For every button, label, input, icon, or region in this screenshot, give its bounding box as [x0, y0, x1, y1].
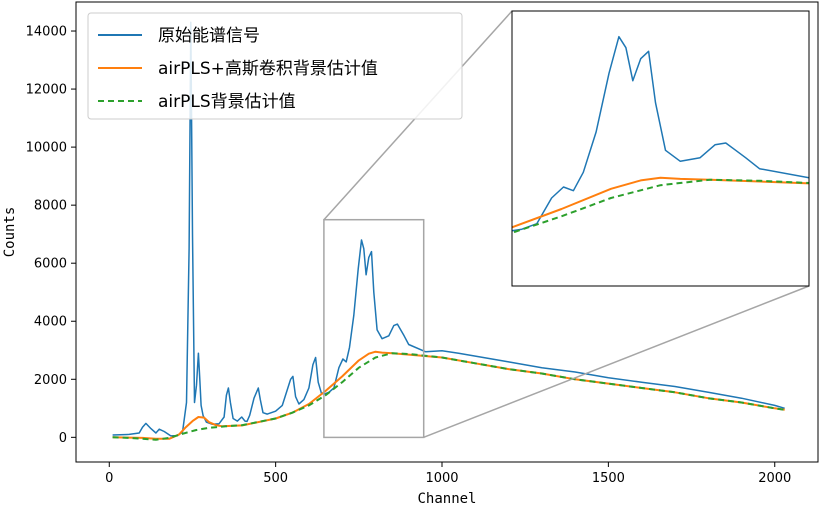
inset-background: [512, 11, 809, 286]
inset-series-line-gauss-background: [512, 176, 809, 229]
series-line-airpls-background: [112, 352, 785, 441]
y-axis-label: Counts: [2, 207, 18, 258]
series-line-raw-signal: [112, 21, 785, 437]
main-plot-frame: [75, 1, 819, 463]
x-tick-label: 0: [105, 471, 113, 486]
legend: 原始能谱信号 airPLS+高斯卷积背景估计值 airPLS背景估计值: [87, 12, 463, 120]
x-axis-label: Channel: [417, 491, 476, 507]
y-tick-label: 2000: [34, 373, 67, 388]
inset-series-line-raw-signal: [512, 35, 809, 232]
y-tick-label: 4000: [34, 315, 67, 330]
y-tick-label: 10000: [26, 141, 67, 156]
legend-label-gauss-bg: airPLS+高斯卷积背景估计值: [158, 59, 378, 79]
legend-frame: [87, 12, 463, 120]
y-axis-ticks: 0 2000 4000 6000 8000 10000 12000 14000: [26, 25, 76, 446]
y-tick-label: 6000: [34, 257, 67, 272]
legend-label-raw: 原始能谱信号: [158, 26, 260, 46]
x-tick-label: 2000: [758, 471, 791, 486]
zoom-connector-bottom: [423, 285, 810, 438]
zoom-source-box: [323, 218, 425, 439]
series-line-gauss-background: [112, 350, 785, 440]
inset-series-line-airpls-background: [512, 178, 809, 234]
inset-zoom-plot: [511, 10, 810, 287]
y-tick-label: 8000: [34, 199, 67, 214]
inset-frame: [511, 10, 810, 287]
x-tick-label: 1000: [425, 471, 458, 486]
legend-label-airpls-bg: airPLS背景估计值: [158, 92, 296, 112]
x-tick-label: 1500: [592, 471, 625, 486]
y-tick-label: 14000: [26, 25, 67, 40]
y-tick-label: 0: [59, 431, 67, 446]
x-tick-label: 500: [263, 471, 288, 486]
x-axis-ticks: 0 500 1000 1500 2000: [105, 462, 791, 486]
y-tick-label: 12000: [26, 83, 67, 98]
